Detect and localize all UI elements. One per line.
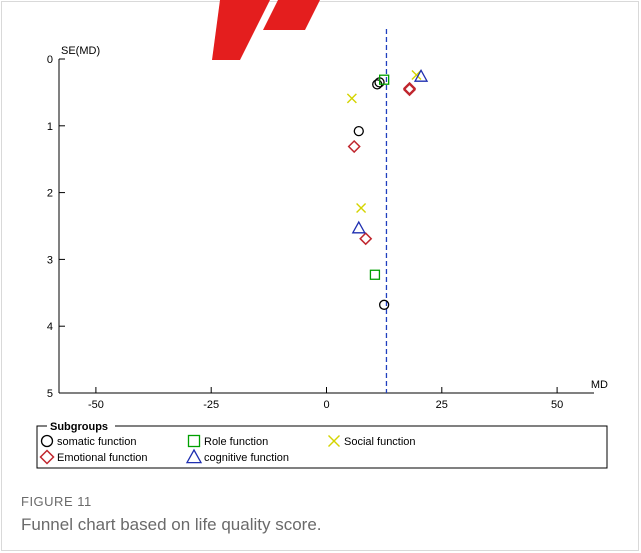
point-social-function — [356, 202, 367, 213]
legend: Subgroups somatic function Role function So… — [36, 421, 608, 469]
point-role-function — [379, 74, 390, 85]
funnel-chart: 0 1 2 3 4 5 -50 -25 0 25 50 SE(MD) MD Subgroups somat… — [36, 29, 608, 469]
y-axis-title: SE(MD) — [61, 45, 100, 57]
y-tick-label: 4 — [47, 321, 53, 333]
point-cognitive-function — [351, 220, 366, 234]
point-emotional-function — [402, 81, 417, 95]
chart-axes: 0 1 2 3 4 5 -50 -25 0 25 50 SE(MD) MD — [47, 45, 608, 411]
point-somatic-function — [353, 125, 364, 137]
point-role-function — [369, 269, 381, 280]
legend-label-cognitive-function: cognitive function — [204, 452, 289, 464]
point-social-function — [346, 93, 357, 104]
figure-label: FIGURE 11 — [21, 494, 92, 509]
x-axis-title: MD — [591, 379, 608, 391]
legend-box — [36, 425, 608, 469]
point-cognitive-function — [413, 69, 429, 82]
point-emotional-function — [359, 232, 373, 246]
x-tick-label: -25 — [203, 399, 219, 411]
legend-marker-somatic-function — [40, 434, 54, 448]
x-tick-label: 0 — [323, 399, 329, 411]
y-tick-label: 2 — [47, 188, 53, 200]
y-tick-label: 5 — [47, 388, 53, 400]
data-points — [346, 69, 429, 310]
legend-label-role-function: Role function — [204, 436, 268, 448]
legend-marker-role-function — [187, 434, 201, 448]
x-tick-label: 25 — [436, 399, 448, 411]
legend-marker-cognitive-function — [185, 448, 203, 464]
legend-label-social-function: Social function — [344, 436, 416, 448]
point-somatic-function — [379, 299, 390, 310]
legend-marker-emotional-function — [39, 449, 55, 465]
y-tick-label: 3 — [47, 254, 53, 266]
x-tick-label: 50 — [551, 399, 563, 411]
point-emotional-function — [347, 139, 361, 154]
figure-caption: Funnel chart based on life quality score… — [21, 515, 322, 534]
x-tick-label: -50 — [88, 399, 104, 411]
legend-marker-social-function — [328, 435, 340, 447]
point-emotional-function — [402, 83, 417, 97]
legend-label-somatic-function: somatic function — [57, 436, 136, 448]
y-tick-label: 0 — [47, 54, 53, 66]
legend-label-emotional-function: Emotional function — [57, 452, 148, 464]
y-tick-label: 1 — [47, 121, 53, 133]
legend-title: Subgroups — [50, 421, 108, 433]
